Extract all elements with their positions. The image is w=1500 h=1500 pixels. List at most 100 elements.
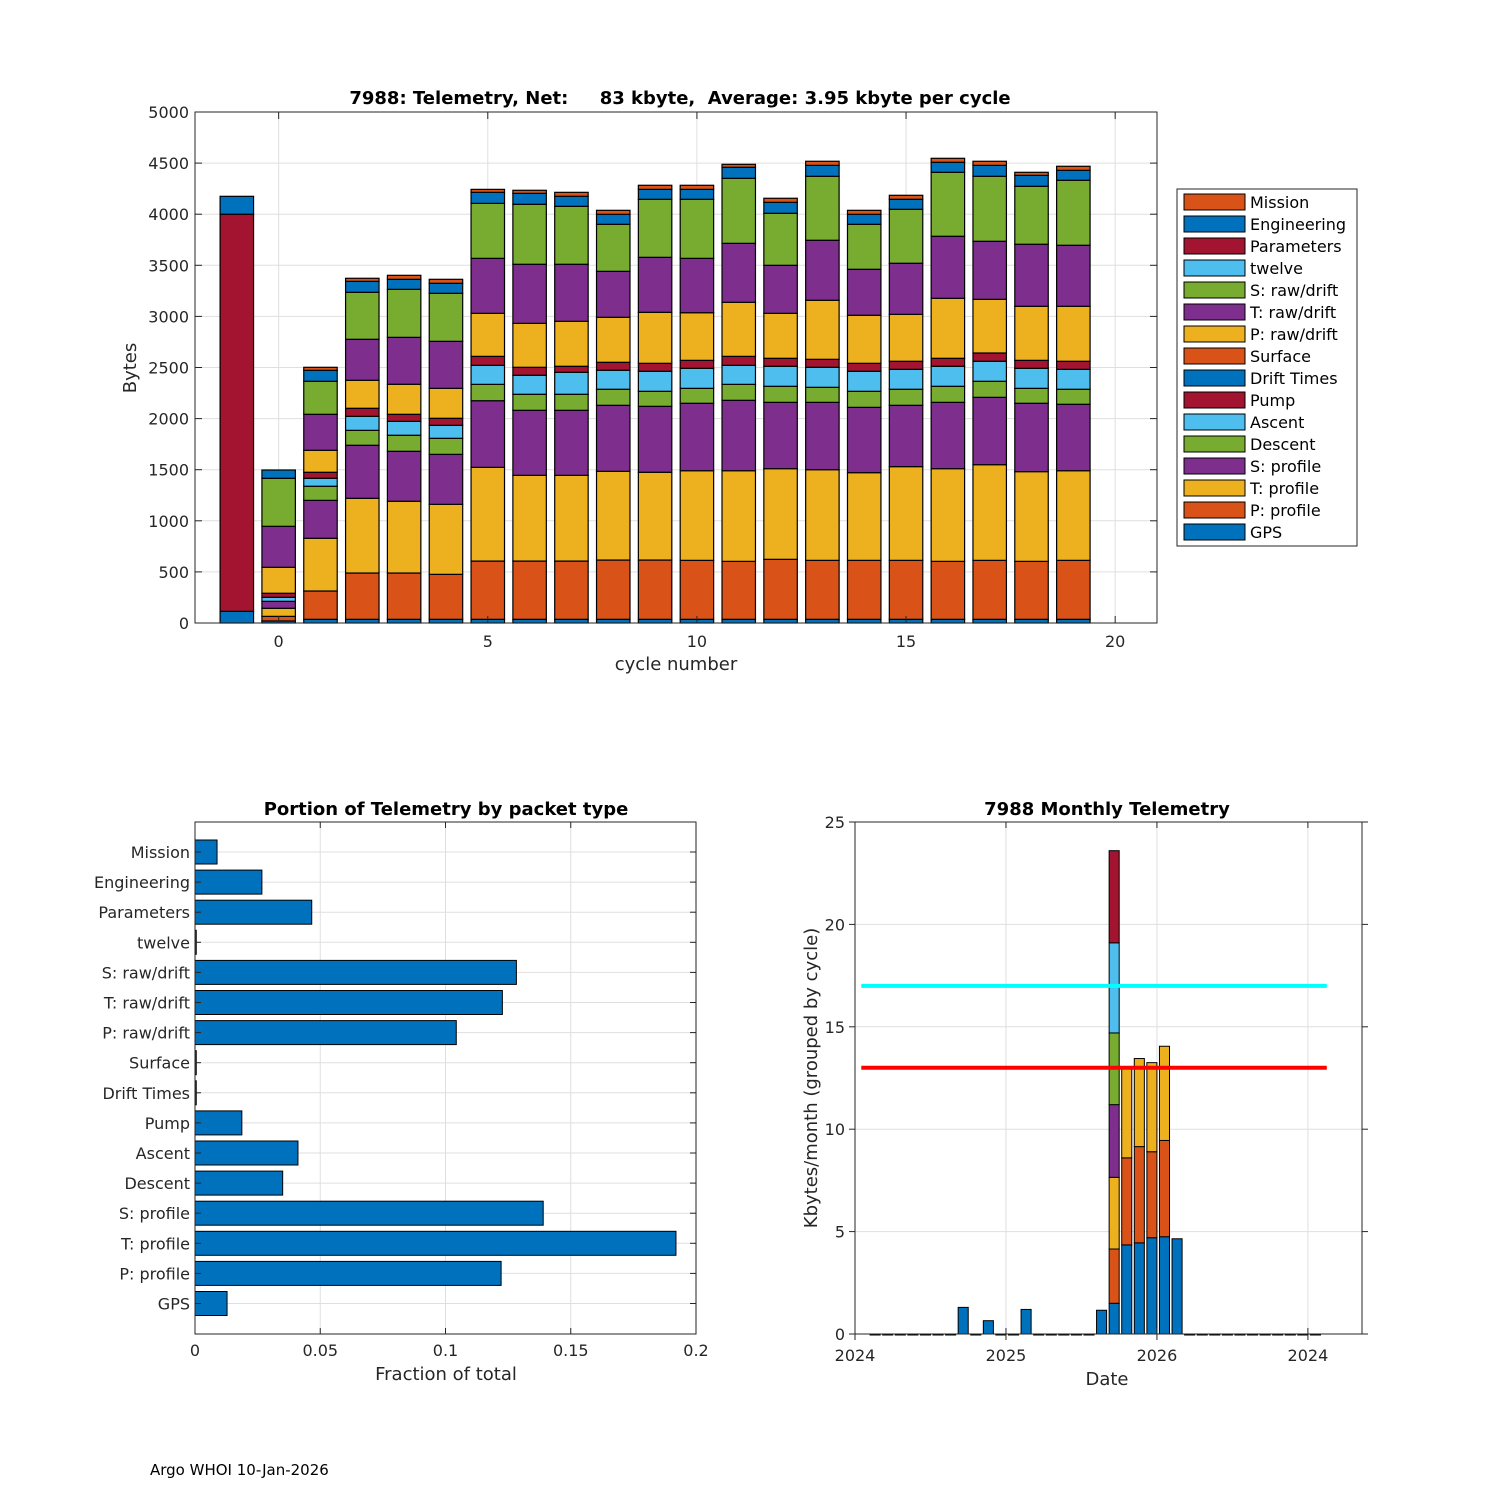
bar-segment-s-raw-drift <box>470 202 506 259</box>
x-tick-label: 2026 <box>1137 1346 1178 1365</box>
bar-segment-mission <box>805 160 840 166</box>
bar-segment-s-raw-drift <box>763 212 798 266</box>
bar-segment-gps <box>219 610 255 624</box>
bar-segment-pump <box>763 357 798 367</box>
bar-segment-mission <box>470 188 506 193</box>
bar-segment-pump <box>846 362 882 372</box>
bar-segment-engineering <box>972 164 1008 177</box>
bar-segment-engineering <box>344 280 380 293</box>
bar-segment-p-profile <box>637 559 673 620</box>
legend-label: S: raw/drift <box>1250 281 1338 300</box>
bar-segment-p-raw-drift <box>721 301 757 357</box>
bar-segment-p-profile <box>763 558 798 620</box>
bar-segment-p-profile <box>512 560 547 620</box>
bar-segment-t-raw-drift <box>637 256 673 313</box>
legend-label: P: profile <box>1250 501 1321 520</box>
bar-segment-pump <box>679 359 715 369</box>
bar-segment-p-profile <box>554 560 589 620</box>
bar-segment-pump <box>805 358 840 368</box>
bar-segment-descent <box>846 390 882 408</box>
y-tick-label: T: raw/drift <box>103 994 190 1013</box>
bar-segment-p-raw-drift <box>595 316 631 363</box>
legend-swatch <box>1183 435 1246 453</box>
bar-segment-mission <box>512 189 547 194</box>
y-tick-label: GPS <box>158 1295 190 1314</box>
y-tick-label: 1000 <box>148 512 189 531</box>
bar-segment-pump <box>386 413 422 422</box>
bar-segment-t-raw-drift <box>846 268 882 316</box>
bar-segment-pump <box>470 355 506 366</box>
y-tick-label: 500 <box>158 563 189 582</box>
bar-segment-engineering <box>595 213 631 225</box>
x-tick-label: 0 <box>190 1341 200 1360</box>
bar-segment-t-raw-drift <box>470 257 506 314</box>
legend-swatch <box>1183 391 1246 409</box>
bar-segment-descent <box>637 390 673 407</box>
top-chart-xlabel: cycle number <box>615 654 738 675</box>
top-chart-title: 7988: Telemetry, Net: 83 kbyte, Average:… <box>349 88 1010 109</box>
bar-segment-ascent <box>554 371 589 395</box>
bar-segment-engineering <box>637 188 673 200</box>
bar-segment-p-profile <box>930 560 966 620</box>
bar-segment-ascent <box>930 365 966 387</box>
top-chart-ylabel: Bytes <box>120 343 141 394</box>
month-bar-segment <box>1158 1139 1171 1238</box>
y-tick-label: Ascent <box>136 1144 190 1163</box>
bar-segment-t-profile <box>972 464 1008 561</box>
bar-segment-p-raw-drift <box>805 299 840 360</box>
bar-segment-descent <box>595 388 631 406</box>
month-bar-segment <box>1108 1104 1120 1178</box>
bar-segment-s-raw-drift <box>805 175 840 241</box>
x-tick-label: 20 <box>1105 632 1125 651</box>
bar-segment-mission <box>344 277 380 282</box>
bar-segment-t-raw-drift <box>763 264 798 314</box>
legend-swatch <box>1183 369 1246 387</box>
y-tick-label: 2500 <box>148 359 189 378</box>
bar-segment-t-profile <box>679 470 715 561</box>
bar-segment-s-profile <box>888 404 924 468</box>
bar-segment-s-profile <box>344 444 380 499</box>
bar-segment-t-raw-drift <box>512 263 547 324</box>
y-tick-label: 2000 <box>148 410 189 429</box>
hbar-descent <box>194 1170 284 1196</box>
month-bar-segment <box>1108 942 1120 1034</box>
legend-label: S: profile <box>1250 457 1321 476</box>
month-bar-segment <box>1108 850 1120 944</box>
bar-segment-s-profile <box>1014 402 1049 473</box>
bar-segment-descent <box>763 385 798 403</box>
bar-segment-p-raw-drift <box>1014 305 1049 361</box>
bar-segment-p-raw-drift <box>261 566 296 594</box>
bar-segment-s-profile <box>261 600 296 609</box>
y-tick-label: 0 <box>835 1325 845 1344</box>
bar-segment-pump <box>1056 360 1091 370</box>
bar-segment-ascent <box>846 370 882 392</box>
x-tick-label: 2025 <box>986 1346 1027 1365</box>
bar-segment-ascent <box>888 368 924 390</box>
bar-segment-engineering <box>303 369 338 382</box>
bar-segment-ascent <box>637 370 673 392</box>
bar-segment-s-raw-drift <box>344 291 380 340</box>
monthly-chart-ylabel: Kbytes/month (grouped by cycle) <box>801 928 822 1228</box>
bar-segment-t-raw-drift <box>930 235 966 299</box>
y-tick-label: 1500 <box>148 461 189 480</box>
bar-segment-descent <box>930 385 966 403</box>
bar-segment-pump <box>1014 359 1049 369</box>
bar-segment-t-profile <box>805 469 840 561</box>
y-tick-label: Parameters <box>98 903 190 922</box>
bar-segment-s-profile <box>721 399 757 472</box>
bar-segment-p-raw-drift <box>888 313 924 362</box>
y-tick-label: Surface <box>129 1054 190 1073</box>
bar-segment-pump <box>261 592 296 598</box>
month-bar-segment <box>1121 1244 1133 1335</box>
hbar-s-raw-drift <box>194 959 517 985</box>
legend-swatch <box>1183 413 1246 431</box>
bar-segment-s-profile <box>386 450 422 502</box>
bar-segment-s-raw-drift <box>1056 179 1091 246</box>
bar-segment-ascent <box>303 477 338 487</box>
hbar-t-raw-drift <box>194 990 503 1015</box>
bar-segment-descent <box>1056 388 1091 405</box>
month-bar-segment <box>1146 1151 1158 1239</box>
month-bar-segment <box>1121 1067 1133 1159</box>
hbar-p-profile <box>194 1260 502 1286</box>
y-tick-label: 15 <box>825 1018 845 1037</box>
